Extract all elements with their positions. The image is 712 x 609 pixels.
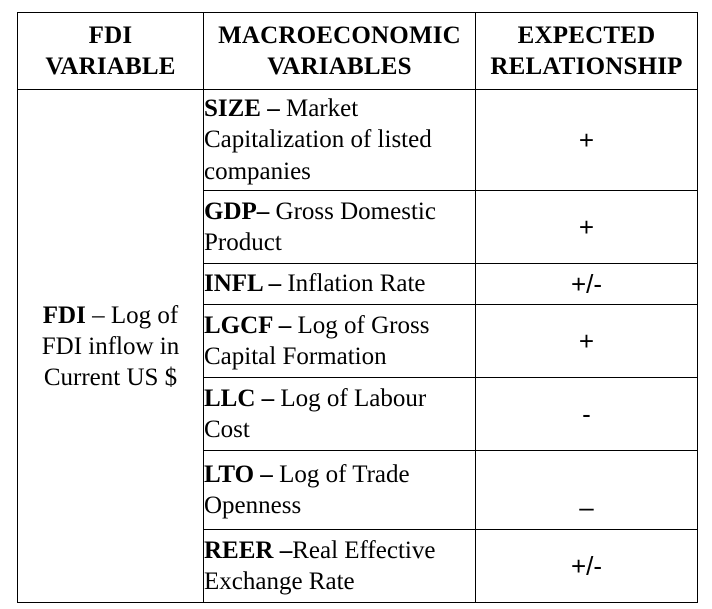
relationship-cell-reer: +/-: [475, 529, 698, 603]
relationship-cell-size: +: [475, 89, 698, 191]
relationship-cell-infl: +/-: [475, 263, 698, 305]
relationship-cell-llc: -: [475, 377, 698, 451]
table-row-gdp: GDP– Gross Domestic Product +: [18, 190, 698, 264]
macro-cell-infl: INFL – Inflation Rate: [203, 263, 476, 305]
header-row: FDI VARIABLE MACROECONOMIC VARIABLES EXP…: [17, 12, 698, 90]
table-row-size: FDI – Log of FDI inflow in Current US $ …: [17, 89, 698, 603]
macro-cell-reer: REER –Real Effective Exchange Rate: [203, 529, 476, 603]
macro-cell-llc: LLC – Log of Labour Cost: [203, 377, 476, 451]
header-expected-relationship: EXPECTED RELATIONSHIP: [475, 12, 698, 90]
macro-cell-size: SIZE – Market Capitalization of listed c…: [203, 89, 476, 191]
macro-cell-gdp: GDP– Gross Domestic Product: [203, 190, 476, 264]
table-row-reer: REER –Real Effective Exchange Rate +/-: [18, 529, 698, 603]
table-row-llc: LLC – Log of Labour Cost -: [18, 377, 698, 451]
macro-cell-lto: LTO – Log of Trade Openness: [203, 450, 476, 530]
fdi-abbr: FDI: [42, 301, 86, 329]
relationship-cell-gdp: +: [475, 190, 698, 264]
macro-cell-lgcf: LGCF – Log of Gross Capital Formation: [203, 304, 476, 378]
fdi-variable-cell: FDI – Log of FDI inflow in Current US $: [17, 89, 204, 603]
table-row-lto: LTO – Log of Trade Openness –: [18, 450, 698, 530]
variables-table: FDI VARIABLE MACROECONOMIC VARIABLES EXP…: [17, 12, 698, 603]
relationship-cell-lgcf: +: [475, 304, 698, 378]
relationship-cell-lto: –: [475, 450, 698, 530]
header-fdi-variable: FDI VARIABLE: [17, 12, 204, 90]
header-macroeconomic-variables: MACROECONOMIC VARIABLES: [203, 12, 476, 90]
